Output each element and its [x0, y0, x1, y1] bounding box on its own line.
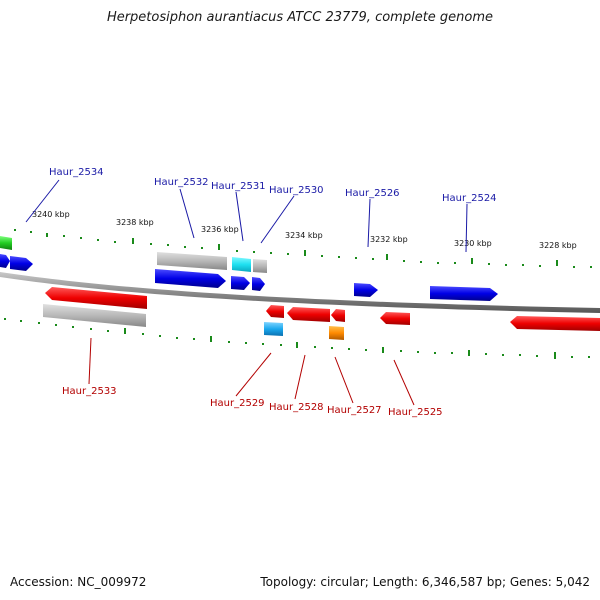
scale-label-3238: 3238 kbp: [116, 218, 154, 227]
reverse-leaders: [88, 337, 415, 406]
label-haur-2527[interactable]: Haur_2527: [327, 405, 382, 416]
scale-label-3230: 3230 kbp: [454, 239, 492, 248]
gene-red-right-small[interactable]: [380, 312, 410, 325]
scale-label-3232: 3232 kbp: [370, 235, 408, 244]
map-title: Herpetosiphon aurantiacus ATCC 23779, co…: [106, 10, 494, 25]
gene-blue-small-b[interactable]: [252, 277, 265, 291]
gene-blue-left-b[interactable]: [10, 256, 33, 271]
lower-scale-ticks: [4, 318, 590, 359]
gene-gray-small[interactable]: [253, 259, 267, 273]
gene-blue-small-a[interactable]: [231, 276, 250, 290]
label-haur-2528[interactable]: Haur_2528: [269, 402, 324, 413]
gene-orange[interactable]: [329, 326, 344, 340]
gene-gray-lower[interactable]: [43, 304, 146, 327]
reverse-genes: [43, 287, 600, 340]
gene-blue-long[interactable]: [155, 269, 226, 288]
label-haur-2524[interactable]: Haur_2524: [442, 193, 497, 204]
scale-label-3240: 3240 kbp: [32, 210, 70, 219]
reverse-labels: Haur_2533 Haur_2529 Haur_2528 Haur_2527 …: [62, 386, 443, 418]
forward-leaders: [25, 179, 468, 253]
label-haur-2534[interactable]: Haur_2534: [49, 167, 104, 178]
gene-red-medium[interactable]: [287, 307, 330, 322]
gene-blue-right[interactable]: [430, 286, 498, 301]
label-haur-2532[interactable]: Haur_2532: [154, 177, 209, 188]
gene-cyan[interactable]: [232, 257, 251, 272]
label-haur-2530[interactable]: Haur_2530: [269, 185, 324, 196]
gene-sky[interactable]: [264, 322, 283, 336]
accession-label: Accession: NC_009972: [10, 575, 147, 589]
forward-labels: Haur_2534 Haur_2532 Haur_2531 Haur_2530 …: [49, 167, 497, 204]
gene-green-left[interactable]: [0, 236, 12, 250]
label-haur-2533[interactable]: Haur_2533: [62, 386, 117, 397]
label-haur-2525[interactable]: Haur_2525: [388, 407, 443, 418]
gene-gray-upper[interactable]: [157, 252, 227, 270]
scale-label-3228: 3228 kbp: [539, 241, 577, 250]
label-haur-2529[interactable]: Haur_2529: [210, 398, 265, 409]
genome-backbone: [0, 272, 600, 313]
gene-blue-mid[interactable]: [354, 283, 378, 297]
scale-label-3236: 3236 kbp: [201, 225, 239, 234]
gene-red-small-b[interactable]: [331, 309, 345, 322]
scale-labels: 3240 kbp 3238 kbp 3236 kbp 3234 kbp 3232…: [32, 210, 577, 250]
upper-scale-ticks: [14, 229, 592, 268]
gene-red-small-a[interactable]: [266, 305, 284, 318]
gene-blue-left-a[interactable]: [0, 254, 10, 268]
label-haur-2526[interactable]: Haur_2526: [345, 188, 400, 199]
gene-red-right-long[interactable]: [510, 316, 600, 331]
genome-summary: Topology: circular; Length: 6,346,587 bp…: [260, 575, 590, 589]
forward-genes: [0, 236, 498, 301]
gene-red-left[interactable]: [45, 287, 147, 309]
label-haur-2531[interactable]: Haur_2531: [211, 181, 266, 192]
scale-label-3234: 3234 kbp: [285, 231, 323, 240]
